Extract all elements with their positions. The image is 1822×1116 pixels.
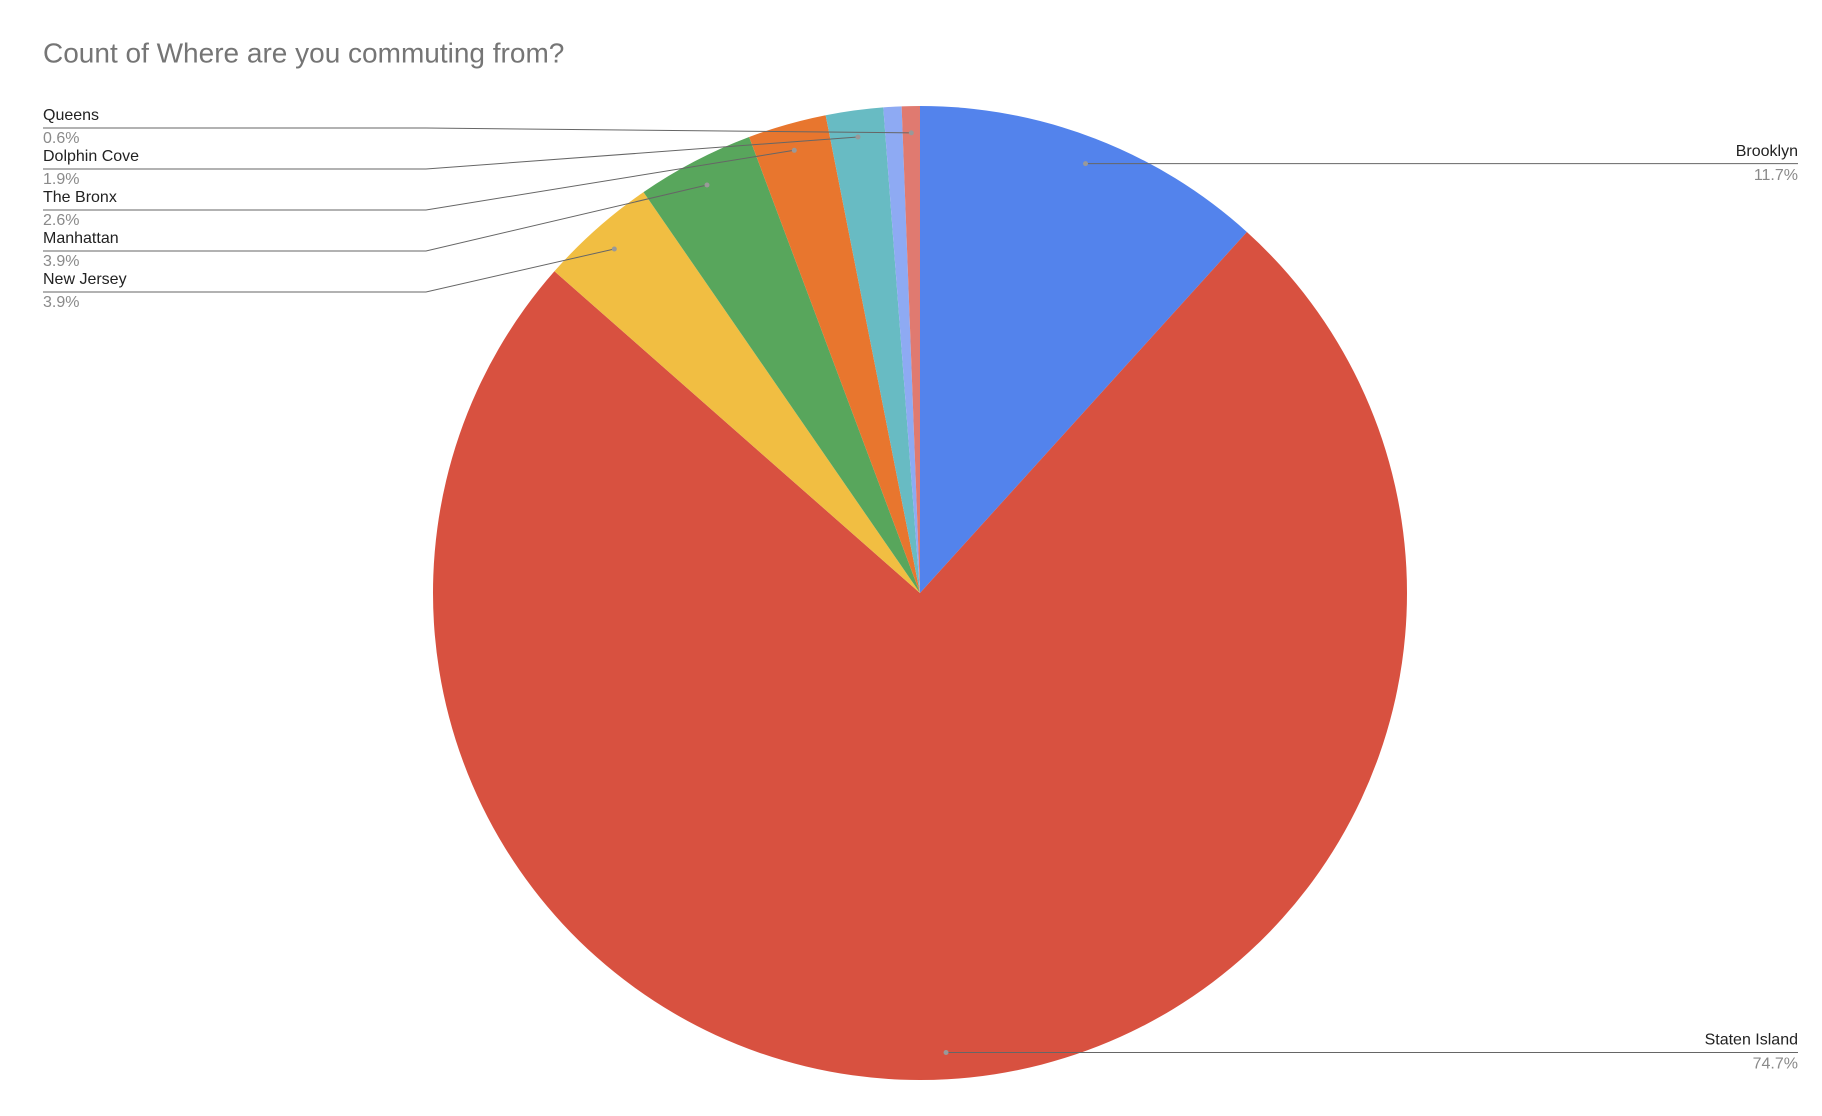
slice-value-label: 3.9% [43,294,79,311]
leader-dot [704,182,710,188]
leader-line [43,184,708,252]
leader-dot [611,246,617,252]
slice-value-label: 74.7% [1753,1056,1798,1073]
pie-slice [883,106,920,594]
slice-label: Brooklyn [1736,143,1798,160]
slice-label: The Bronx [43,189,117,206]
leader-dot [855,134,861,140]
pie-slice [554,192,920,593]
leader-dot [943,1049,949,1055]
pie-slice [433,232,1407,1080]
chart-title: Count of Where are you commuting from? [43,37,564,68]
leader-line [43,149,795,211]
slice-label: New Jersey [43,271,127,288]
slice-value-label: 1.9% [43,171,79,188]
slice-label: Staten Island [1705,1032,1798,1049]
leader-line [43,136,858,170]
slice-label: Dolphin Cove [43,148,139,165]
slice-label: Manhattan [43,230,119,247]
pie-slice [749,115,920,594]
slice-value-label: 2.6% [43,212,79,229]
leader-dot [791,147,797,153]
leader-line [43,248,615,293]
slice-value-label: 3.9% [43,253,79,270]
leader-dot [1083,161,1089,167]
slice-label: Queens [43,107,99,124]
leader-line [43,127,912,134]
pie-slice [825,107,920,593]
pie-slice [920,106,1247,593]
slice-value-label: 11.7% [1754,167,1798,184]
pie-slice [901,106,920,593]
leader-dot [908,130,914,136]
pie-slice [643,136,920,594]
slice-value-label: 0.6% [43,130,79,147]
